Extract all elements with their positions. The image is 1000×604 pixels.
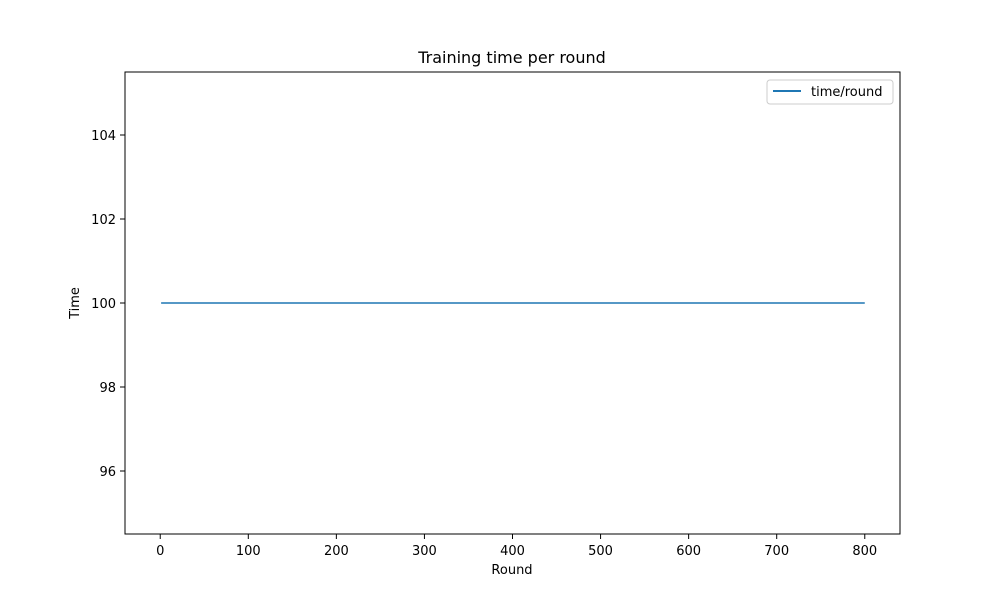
x-tick-label: 700 — [764, 544, 789, 559]
x-axis-ticks: 0 100 200 300 400 500 600 700 800 — [156, 534, 877, 559]
legend-label-time-round: time/round — [811, 85, 883, 100]
x-axis-label: Round — [491, 563, 532, 578]
x-tick-label: 600 — [676, 544, 701, 559]
y-tick-label: 102 — [91, 213, 116, 228]
y-axis-ticks: 96 98 100 102 104 — [91, 129, 125, 480]
plot-frame — [124, 71, 901, 535]
x-tick-label: 200 — [324, 544, 349, 559]
legend-box — [766, 79, 894, 105]
y-tick-label: 98 — [99, 381, 116, 396]
x-tick-label: 100 — [236, 544, 261, 559]
y-tick-label: 104 — [91, 129, 116, 144]
y-tick-label: 100 — [91, 297, 116, 312]
chart-title: Training time per round — [417, 48, 606, 67]
x-tick-label: 400 — [500, 544, 525, 559]
x-tick-label: 500 — [588, 544, 613, 559]
x-tick-label: 0 — [156, 544, 164, 559]
legend: time/round — [766, 79, 894, 105]
x-tick-label: 800 — [852, 544, 877, 559]
y-tick-label: 96 — [99, 465, 116, 480]
y-axis-label: Time — [68, 287, 83, 320]
x-tick-label: 300 — [412, 544, 437, 559]
